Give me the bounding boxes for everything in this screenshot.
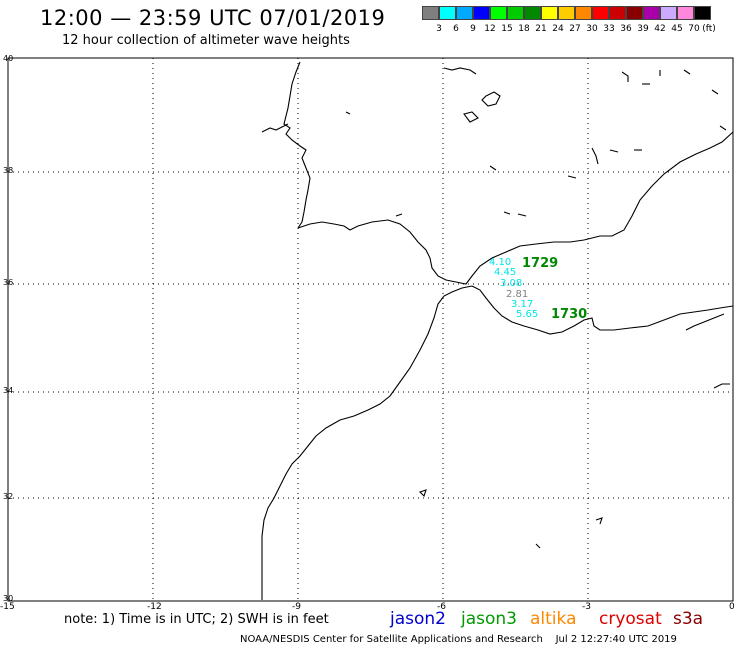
colorbar-tick-label: 18 [518, 24, 530, 34]
colorbar-tick-label: 70 [688, 24, 700, 34]
colorbar-swatch [575, 6, 592, 20]
colorbar-unit-label: (ft) [702, 24, 716, 34]
colorbar-swatch [694, 6, 711, 20]
generated-timestamp: Jul 2 12:27:40 UTC 2019 [555, 634, 677, 645]
lon-label-m3: -3 [582, 602, 591, 612]
satellite-legend-s3a: s3a [673, 609, 704, 629]
colorbar-swatch [609, 6, 626, 20]
footer-credit: NOAA/NESDIS Center for Satellite Applica… [240, 634, 677, 645]
swh-observation: 3.17 [511, 299, 534, 310]
coastline [261, 61, 734, 600]
colorbar-swatch [558, 6, 575, 20]
colorbar-swatch [422, 6, 439, 20]
lon-label-m12: -12 [147, 602, 162, 612]
lat-label-40: 40 [3, 54, 14, 63]
satellite-legend-jason3: jason3 [461, 609, 517, 629]
lat-label-32: 32 [3, 492, 14, 501]
colorbar-tick-label: 6 [453, 24, 459, 34]
colorbar-tick-label: 9 [470, 24, 476, 34]
colorbar-swatch [507, 6, 524, 20]
colorbar-tick-label: 21 [535, 24, 547, 34]
swh-observation: 3.08 [500, 278, 523, 289]
swh-observation: 4.10 [489, 257, 512, 268]
satellite-legend-altika: altika [530, 609, 577, 629]
lon-label-m6: -6 [437, 602, 446, 612]
graticule [8, 58, 733, 601]
colorbar-swatch [439, 6, 456, 20]
lat-label-36: 36 [3, 278, 14, 287]
map-frame [7, 57, 734, 602]
lon-label-m9: -9 [292, 602, 301, 612]
lon-label-0: 0 [729, 602, 735, 612]
colorbar-swatch [456, 6, 473, 20]
colorbar-tick-label: 36 [620, 24, 632, 34]
colorbar-tick-label: 39 [637, 24, 649, 34]
colorbar-swatch [490, 6, 507, 20]
colorbar-swatch [626, 6, 643, 20]
swh-observation: 4.45 [494, 267, 517, 278]
chart-title: 12:00 — 23:59 UTC 07/01/2019 [40, 6, 386, 30]
colorbar-swatch [660, 6, 677, 20]
chart-subtitle: 12 hour collection of altimeter wave hei… [62, 33, 350, 48]
colorbar-swatch [677, 6, 694, 20]
colorbar-tick-label: 33 [603, 24, 615, 34]
colorbar-tick-label: 12 [484, 24, 496, 34]
colorbar-swatch [541, 6, 558, 20]
swh-observation: 2.81 [506, 289, 529, 300]
colorbar-tick-label: 45 [671, 24, 683, 34]
colorbar-swatch [592, 6, 609, 20]
satellite-legend-jason2: jason2 [390, 609, 446, 629]
pass-time-label: 1729 [522, 256, 559, 271]
colorbar-tick-label: 27 [569, 24, 581, 34]
satellite-legend-cryosat: cryosat [599, 609, 662, 629]
lat-label-34: 34 [3, 386, 14, 395]
colorbar-swatch [643, 6, 660, 20]
colorbar-tick-label: 30 [586, 24, 598, 34]
colorbar-tick-label: 42 [654, 24, 666, 34]
lat-label-30: 30 [3, 594, 14, 603]
pass-time-label: 1730 [551, 307, 588, 322]
footer-note: note: 1) Time is in UTC; 2) SWH is in fe… [64, 612, 329, 627]
credit-text: NOAA/NESDIS Center for Satellite Applica… [240, 634, 543, 645]
swh-observation: 5.65 [516, 309, 539, 320]
colorbar-swatch [524, 6, 541, 20]
lon-label-m15: -15 [0, 602, 15, 612]
colorbar-tick-label: 15 [501, 24, 513, 34]
colorbar-tick-label: 3 [436, 24, 442, 34]
colorbar-tick-label: 24 [552, 24, 564, 34]
lat-label-38: 38 [3, 166, 14, 175]
colorbar-swatch [473, 6, 490, 20]
